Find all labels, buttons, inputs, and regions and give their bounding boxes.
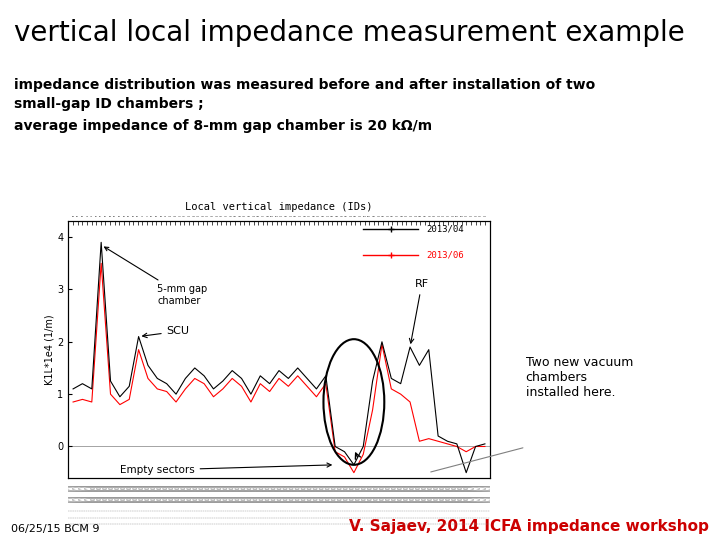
Text: Two new vacuum
chambers
installed here.: Two new vacuum chambers installed here. — [526, 356, 633, 400]
Text: impedance distribution was measured before and after installation of two: impedance distribution was measured befo… — [14, 78, 595, 92]
Text: vertical local impedance measurement example: vertical local impedance measurement exa… — [14, 19, 685, 47]
Title: Local vertical impedance (IDs): Local vertical impedance (IDs) — [185, 202, 373, 212]
Text: 2013/06: 2013/06 — [426, 250, 464, 259]
Text: SCU: SCU — [143, 326, 189, 338]
Text: 06/25/15 BCM 9: 06/25/15 BCM 9 — [11, 523, 99, 534]
Text: 2013/04: 2013/04 — [426, 225, 464, 234]
Text: small-gap ID chambers ;: small-gap ID chambers ; — [14, 97, 204, 111]
Text: 5-mm gap
chamber: 5-mm gap chamber — [104, 247, 207, 306]
Text: Empty sectors: Empty sectors — [120, 463, 331, 475]
Text: average impedance of 8-mm gap chamber is 20 kΩ/m: average impedance of 8-mm gap chamber is… — [14, 119, 433, 133]
Text: RF: RF — [410, 279, 429, 343]
Y-axis label: K1L*1e4 (1/m): K1L*1e4 (1/m) — [45, 314, 55, 385]
Text: V. Sajaev, 2014 ICFA impedance workshop: V. Sajaev, 2014 ICFA impedance workshop — [349, 518, 709, 534]
